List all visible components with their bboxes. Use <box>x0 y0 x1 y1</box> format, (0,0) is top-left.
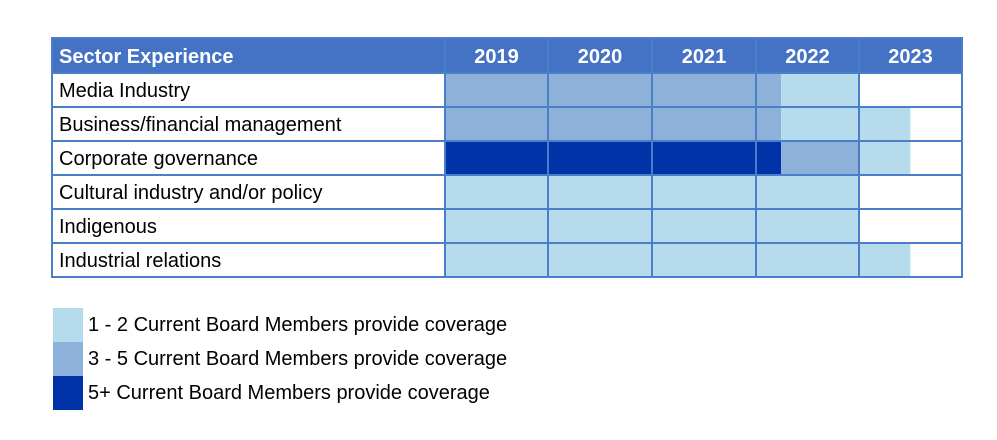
row-label-6: Industrial relations <box>59 250 221 272</box>
legend-swatch-low <box>53 308 83 342</box>
row-label-4: Cultural industry and/or policy <box>59 182 322 204</box>
header-band <box>52 38 962 73</box>
legend-label-mid: 3 - 5 Current Board Members provide cove… <box>88 348 508 370</box>
legend-swatch-mid <box>53 342 83 376</box>
coverage-bar-2-1 <box>445 107 782 141</box>
coverage-bar-1-2 <box>755 73 782 107</box>
header-title: Sector Experience <box>59 46 234 68</box>
year-header-2022: 2022 <box>785 46 830 68</box>
year-header-2023: 2023 <box>888 46 933 68</box>
year-header-2019: 2019 <box>474 46 519 68</box>
row-label-5: Indigenous <box>59 216 157 238</box>
coverage-bar-1-1 <box>445 73 756 107</box>
legend-label-low: 1 - 2 Current Board Members provide cove… <box>88 314 508 336</box>
legend-label-high: 5+ Current Board Members provide coverag… <box>88 382 490 404</box>
coverage-bar-2-2 <box>781 107 859 141</box>
table-outline <box>51 37 963 278</box>
coverage-bar-6-1 <box>445 243 911 277</box>
year-header-2021: 2021 <box>682 46 727 68</box>
year-header-2020: 2020 <box>578 46 623 68</box>
row-label-1: Media Industry <box>59 80 190 102</box>
coverage-bar-3-2 <box>781 141 859 175</box>
legend-swatch-high <box>53 376 83 410</box>
row-label-2: Business/financial management <box>59 114 342 136</box>
row-label-3: Corporate governance <box>59 148 258 170</box>
coverage-bar-1-3 <box>781 73 859 107</box>
coverage-chart: Sector Experience 2019 2020 2021 2022 2023 Med… <box>51 37 963 278</box>
coverage-bar-2-3 <box>858 107 911 141</box>
coverage-bar-3-3 <box>858 141 911 175</box>
coverage-bar-3-1 <box>445 141 782 175</box>
